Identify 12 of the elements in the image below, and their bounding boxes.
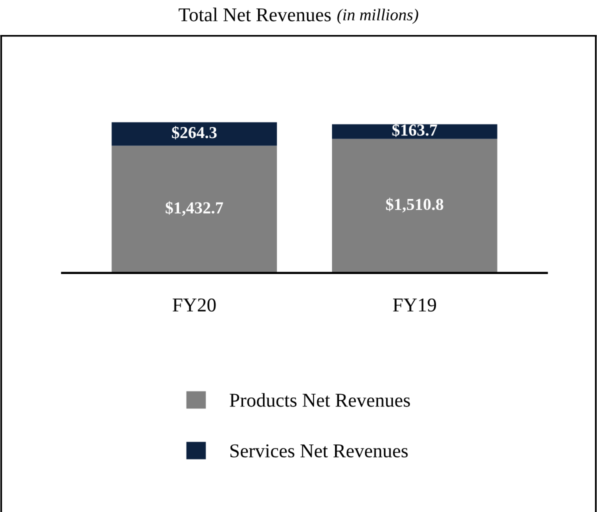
x-tick-label: FY20 [172, 298, 216, 312]
data-label: $163.7 [392, 124, 438, 137]
bar [332, 124, 498, 139]
legend-label: Products Net Revenues [230, 393, 410, 407]
bar [112, 122, 277, 146]
chart-subtitle: (in millions) [337, 8, 418, 24]
legend-label: Services Net Revenues [230, 444, 408, 458]
data-label: $1,510.8 [386, 198, 444, 212]
data-label: $1,432.7 [166, 201, 224, 216]
data-label: $264.3 [172, 126, 217, 140]
x-tick-label: FY19 [393, 298, 436, 312]
chart-title: Total Net Revenues [178, 8, 331, 22]
